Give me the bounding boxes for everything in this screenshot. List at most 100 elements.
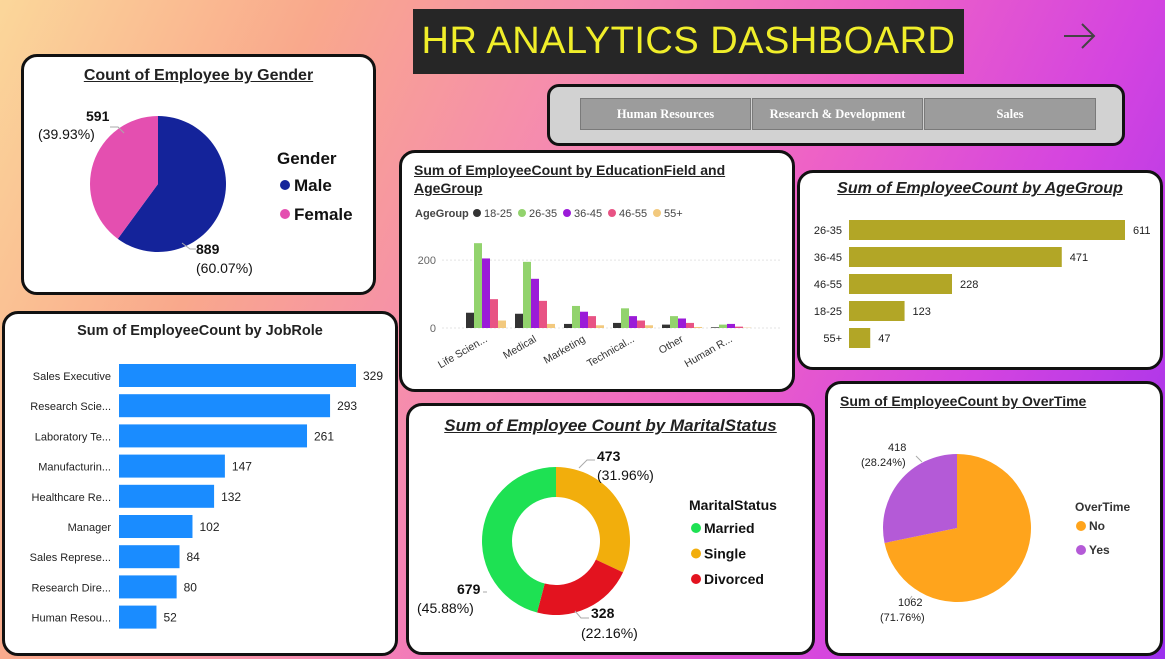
leader-line-divorced	[574, 610, 589, 619]
x-tick-label: Medical	[501, 333, 538, 361]
leader-line-female	[110, 126, 125, 134]
bar-marketing-26-35	[572, 305, 580, 328]
category-label: Manufacturin...	[38, 462, 111, 474]
bar-technical-26-35	[621, 308, 629, 328]
bar-manager	[119, 515, 193, 538]
legend-item-26-35: 26-35	[529, 208, 557, 220]
pie-label-male-value: 889	[196, 241, 220, 257]
pie-label-yes-pct: (28.24%)	[861, 457, 906, 469]
data-label: 84	[187, 550, 201, 564]
bar-medical-26-35	[523, 261, 531, 328]
agegroup-bar-chart: 26-35 611 36-45 471 46-55 228 18-25 123 55+ 47	[814, 220, 1151, 348]
bar-other-26-35	[670, 316, 678, 328]
bar-sales-executive	[119, 364, 356, 387]
legend-title: Gender	[277, 149, 337, 168]
x-tick-label: Life Scien...	[436, 333, 490, 371]
bar-other-55	[694, 326, 702, 328]
data-label: 132	[221, 490, 241, 504]
pie-label-male-pct: (60.07%)	[196, 260, 253, 276]
bar-sales-represe	[119, 545, 180, 569]
legend-marker-single	[691, 548, 701, 559]
legend-item-yes: Yes	[1089, 543, 1110, 557]
marital-card: Sum of Employee Count by MaritalStatus 4…	[406, 403, 815, 655]
bar-life-scien-46-55	[490, 299, 498, 328]
legend-marker-26-35	[518, 209, 526, 217]
donut-label-married-pct: (45.88%)	[417, 600, 474, 616]
bar-manufacturin	[119, 454, 225, 478]
donut-label-married-value: 679	[457, 581, 481, 597]
data-label: 123	[913, 306, 931, 318]
donut-slice-single	[556, 467, 630, 573]
slicer-button-sales[interactable]: Sales	[924, 98, 1096, 130]
legend-marker-46-55	[608, 209, 616, 217]
legend-item-single: Single	[704, 546, 746, 562]
bar-technical-36-45	[629, 316, 637, 328]
slicer-button-human-resources[interactable]: Human Resources	[580, 98, 751, 130]
bar-26-35	[849, 220, 1125, 240]
gender-pie-chart: 591 (39.93%) 889 (60.07%) Gender Male Female	[38, 108, 353, 276]
jobrole-card: Sum of EmployeeCount by JobRole Sales Ex…	[2, 311, 398, 656]
legend-item-46-55: 46-55	[619, 208, 647, 220]
x-tick-label: Human R...	[683, 333, 735, 370]
bar-other-36-45	[678, 318, 686, 328]
legend-item-18-25: 18-25	[484, 208, 512, 220]
data-label: 52	[163, 611, 177, 625]
x-tick-label: Marketing	[542, 333, 588, 367]
category-label: 46-55	[814, 279, 842, 291]
category-label: 26-35	[814, 225, 842, 237]
education-card: Sum of EmployeeCount by EducationField a…	[399, 150, 795, 392]
legend-item-55: 55+	[664, 208, 683, 220]
education-chart-title: Sum of EmployeeCount by EducationField a…	[414, 162, 726, 196]
bar-human-r-46-55	[735, 326, 743, 328]
legend-item-no: No	[1089, 519, 1105, 533]
data-label: 102	[199, 520, 219, 534]
pie-label-female-value: 591	[86, 108, 110, 124]
gender-card: Count of Employee by Gender 591 (39.93%) 8…	[21, 54, 376, 295]
category-label: 36-45	[814, 252, 842, 264]
bar-medical-36-45	[531, 278, 539, 328]
category-label: Manager	[68, 522, 112, 534]
pie-slice-yes	[883, 454, 957, 543]
leader-line-single	[578, 459, 595, 469]
bar-18-25	[849, 301, 905, 321]
legend-item-female: Female	[294, 205, 353, 224]
donut-label-single-value: 473	[597, 448, 621, 464]
bar-55	[849, 328, 871, 348]
bar-research-scie	[119, 394, 331, 418]
legend-title: OverTime	[1075, 500, 1130, 514]
bar-research-dire	[119, 575, 177, 599]
category-label: Research Dire...	[32, 582, 111, 594]
bar-life-scien-36-45	[482, 258, 490, 328]
bar-healthcare-re	[119, 484, 215, 508]
legend-marker-no	[1076, 521, 1086, 531]
legend-item-36-45: 36-45	[574, 208, 602, 220]
legend-item-male: Male	[294, 176, 332, 195]
slicer-button-research-development[interactable]: Research & Development	[752, 98, 923, 130]
pie-slice-female	[89, 116, 158, 239]
category-label: 18-25	[814, 306, 842, 318]
pie-label-no-value: 1062	[898, 597, 922, 609]
data-label: 80	[184, 580, 198, 594]
bar-life-scien-55	[498, 320, 506, 328]
data-label: 611	[1133, 225, 1151, 237]
legend-marker-18-25	[473, 209, 481, 217]
arrow-right-icon[interactable]	[1060, 16, 1100, 56]
bar-medical-46-55	[539, 300, 547, 328]
agegroup-chart-title: Sum of EmployeeCount by AgeGroup	[837, 180, 1123, 197]
pie-slice-male	[117, 116, 226, 252]
bar-other-18-25	[662, 324, 670, 328]
bar-technical-55	[645, 325, 653, 328]
data-label: 329	[363, 369, 383, 383]
bar-other-46-55	[686, 322, 694, 328]
bar-laboratory-te	[119, 424, 308, 448]
dashboard-title: HR ANALYTICS DASHBOARD	[413, 9, 964, 74]
legend-marker-55	[653, 209, 661, 217]
legend-marker-female	[280, 209, 290, 219]
data-label: 228	[960, 279, 978, 291]
bar-human-r-26-35	[719, 324, 727, 328]
bar-technical-18-25	[613, 322, 621, 328]
pie-label-no-pct: (71.76%)	[880, 612, 925, 624]
marital-donut-chart: 473 (31.96%) 328 (22.16%) 679 (45.88%) Marital…	[417, 448, 777, 641]
legend-item-married: Married	[704, 520, 755, 536]
legend-marker-36-45	[563, 209, 571, 217]
